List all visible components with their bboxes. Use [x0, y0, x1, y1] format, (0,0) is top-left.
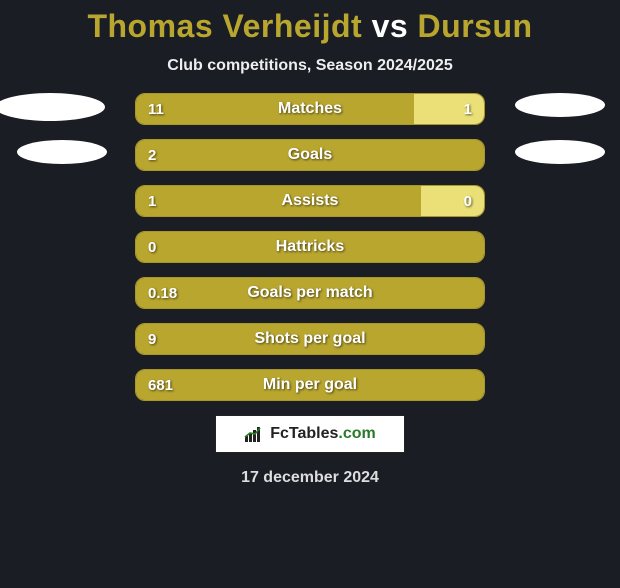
brand-badge: FcTables.com	[215, 415, 405, 453]
title-player1: Thomas Verheijdt	[87, 8, 362, 44]
stat-bar-player1	[136, 324, 484, 354]
comparison-chart: 111Matches 2Goals 10Assists 0Hattricks 0.18G…	[0, 93, 620, 401]
stat-bar-player1	[136, 140, 484, 170]
stat-bar-player1	[136, 232, 484, 262]
stat-bar-player1	[136, 94, 414, 124]
stat-row: 0Hattricks	[135, 231, 485, 263]
stat-row: 9Shots per goal	[135, 323, 485, 355]
date-label: 17 december 2024	[0, 469, 620, 487]
title-vs: vs	[372, 8, 409, 44]
decorative-ellipse	[515, 93, 605, 117]
stat-row: 111Matches	[135, 93, 485, 125]
stat-row: 10Assists	[135, 185, 485, 217]
brand-text: FcTables.com	[270, 425, 376, 443]
stat-row: 0.18Goals per match	[135, 277, 485, 309]
brand-chart-icon	[244, 425, 266, 443]
decorative-ellipse	[515, 140, 605, 164]
page-title: Thomas Verheijdt vs Dursun	[0, 8, 620, 45]
stat-row: 681Min per goal	[135, 369, 485, 401]
stat-bar-player2	[421, 186, 484, 216]
decorative-ellipse	[17, 140, 107, 164]
stat-row: 2Goals	[135, 139, 485, 171]
subtitle: Club competitions, Season 2024/2025	[0, 57, 620, 75]
stat-bar-player1	[136, 186, 421, 216]
title-player2: Dursun	[418, 8, 533, 44]
brand-main: FcTables	[270, 425, 338, 442]
brand-domain: .com	[338, 425, 375, 442]
stat-bar-player1	[136, 278, 484, 308]
stat-bar-player1	[136, 370, 484, 400]
decorative-ellipse	[0, 93, 105, 121]
stat-bar-player2	[414, 94, 484, 124]
